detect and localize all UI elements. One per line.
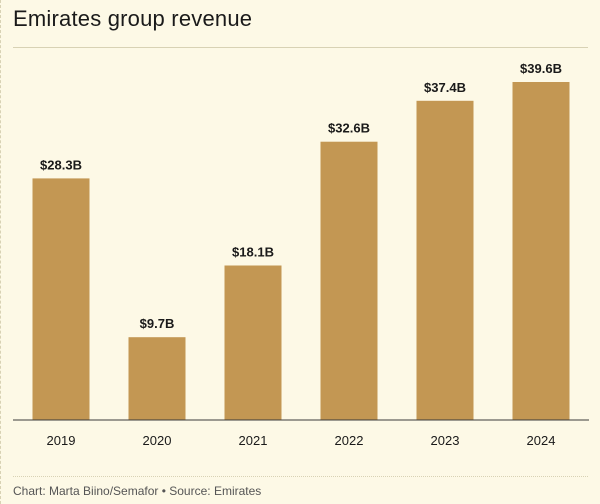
data-label-2019: $28.3B <box>40 157 82 172</box>
data-label-2024: $39.6B <box>520 61 562 76</box>
x-tick-labels-layer: 2019 2020 2021 2022 2023 2024 <box>47 433 556 448</box>
x-tick-label-2024: 2024 <box>527 433 556 448</box>
x-tick-label-2023: 2023 <box>431 433 460 448</box>
bar-2020 <box>128 337 186 420</box>
footer-divider <box>13 476 588 477</box>
x-tick-label-2022: 2022 <box>335 433 364 448</box>
x-tick-label-2021: 2021 <box>239 433 268 448</box>
chart-title: Emirates group revenue <box>13 6 253 31</box>
bar-2019 <box>32 178 90 420</box>
chart-credit: Chart: Marta Biino/Semafor • Source: Emi… <box>13 484 262 498</box>
bar-chart: $28.3B $9.7B $18.1B $32.6B $37.4B $39.6B 2019… <box>13 61 589 448</box>
x-tick-label-2020: 2020 <box>143 433 172 448</box>
bar-2021 <box>224 265 282 420</box>
bar-2022 <box>320 141 378 420</box>
data-label-2023: $37.4B <box>424 80 466 95</box>
data-label-2020: $9.7B <box>140 316 175 331</box>
data-label-2021: $18.1B <box>232 245 274 260</box>
title-divider <box>13 47 588 48</box>
bar-2024 <box>512 82 570 420</box>
bars-layer <box>32 82 570 421</box>
data-label-2022: $32.6B <box>328 121 370 136</box>
data-labels-layer: $28.3B $9.7B $18.1B $32.6B $37.4B $39.6B <box>40 61 562 331</box>
bar-2023 <box>416 100 474 421</box>
x-tick-label-2019: 2019 <box>47 433 76 448</box>
